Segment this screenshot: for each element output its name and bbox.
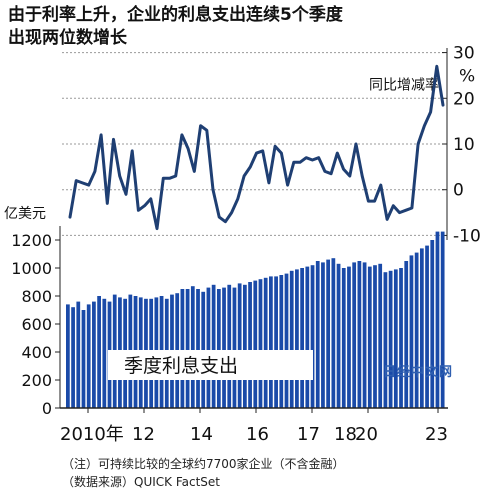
bar-7 [102,298,107,408]
x-tick-label-3: 16 [246,424,269,445]
bar-59 [373,265,377,408]
bar-56 [357,261,362,408]
bar-22 [180,289,185,408]
x-tick-label-4: 17 [297,424,320,445]
bar-tick-label-5: 200 [21,371,52,390]
bar-54 [347,266,351,408]
bar-55 [352,262,357,408]
bar-24 [190,286,195,408]
bar-65 [404,261,409,408]
bar-25 [196,289,200,408]
x-tick-label-5: 18 [334,424,357,445]
bar-53 [341,268,346,408]
bar-49 [321,262,325,408]
x-tick-label-1: 12 [132,424,155,445]
bar-41 [279,275,284,408]
bar-71 [435,231,440,408]
footnote-source: （数据来源）QUICK FactSet [62,475,220,489]
bar-48 [315,261,320,408]
bar-57 [362,262,367,408]
chart-title: 由于利率上升，企业的利息支出连续5个季度 出现两位数增长 [8,4,448,50]
bar-68 [419,248,424,408]
bar-47 [310,265,315,408]
line-tick-label-3: 0 [453,181,464,201]
bar-34 [242,284,247,408]
bar-29 [216,289,221,408]
chart-title-line-2: 出现两位数增长 [8,28,127,48]
bar-0 [66,304,70,408]
bar-39 [269,276,273,408]
bar-tick-label-1: 1000 [11,259,52,278]
bar-43 [289,270,294,408]
bar-3 [81,310,86,408]
bar-46 [305,266,310,408]
bar-tick-label-2: 800 [21,287,52,306]
bar-tick-label-0: 1200 [11,231,52,250]
bar-67 [414,252,419,408]
bar-6 [97,296,101,408]
bar-4 [86,304,91,408]
line-tick-label-0: 30 [453,44,475,64]
bar-45 [300,268,304,408]
x-tick-label-7: 23 [425,424,448,445]
bar-72 [440,231,445,408]
bar-66 [409,255,414,408]
bar-69 [425,245,429,408]
bar-50 [326,259,331,408]
bar-23 [185,289,190,408]
bar-64 [399,268,403,408]
bar-58 [367,266,372,408]
bar-40 [274,276,278,408]
line-tick-label-2: 10 [453,135,475,155]
line-tick-label-1: 20 [453,89,475,109]
bar-35 [248,282,252,408]
bar-tick-label-3: 600 [21,315,52,334]
x-tick-label-0: 2010年 [60,424,124,445]
watermark-text: 日经中文网 [383,365,454,380]
bar-30 [222,287,226,408]
bar-62 [388,270,393,408]
line-series-label: 同比增减率 [369,77,439,94]
bar-tick-label-6: 0 [42,399,52,418]
bar-51 [331,258,336,408]
bar-26 [201,291,206,408]
line-unit-label: % [459,66,475,86]
bar-42 [284,273,289,408]
bar-52 [336,263,341,408]
bar-tick-label-4: 400 [21,343,52,362]
bar-31 [227,284,232,408]
bar-unit-label: 亿美元 [4,206,46,222]
bar-38 [263,277,268,408]
bar-32 [232,287,237,408]
bar-series-label: 季度利息支出 [124,355,238,377]
bar-33 [237,283,242,408]
bar-2 [76,301,81,408]
bar-60 [378,263,383,408]
bar-28 [211,284,216,408]
bar-63 [393,269,398,408]
bar-37 [258,279,263,408]
bar-70 [430,240,435,408]
bar-1 [71,307,75,408]
line-series-yoy [68,64,445,231]
x-tick-label-2: 14 [190,424,213,445]
footnote-scope: （注）可持续比较的全球约7700家企业（不含金融） [62,457,345,471]
bar-27 [206,287,211,408]
bar-series-label-box [108,350,313,380]
line-tick-label-4: -10 [453,226,481,246]
chart-title-line-1: 由于利率上升，企业的利息支出连续5个季度 [8,5,343,25]
bar-5 [92,301,96,408]
bar-61 [383,272,388,408]
x-tick-label-6: 20 [355,424,378,445]
bar-44 [295,269,299,408]
bar-36 [253,280,258,408]
